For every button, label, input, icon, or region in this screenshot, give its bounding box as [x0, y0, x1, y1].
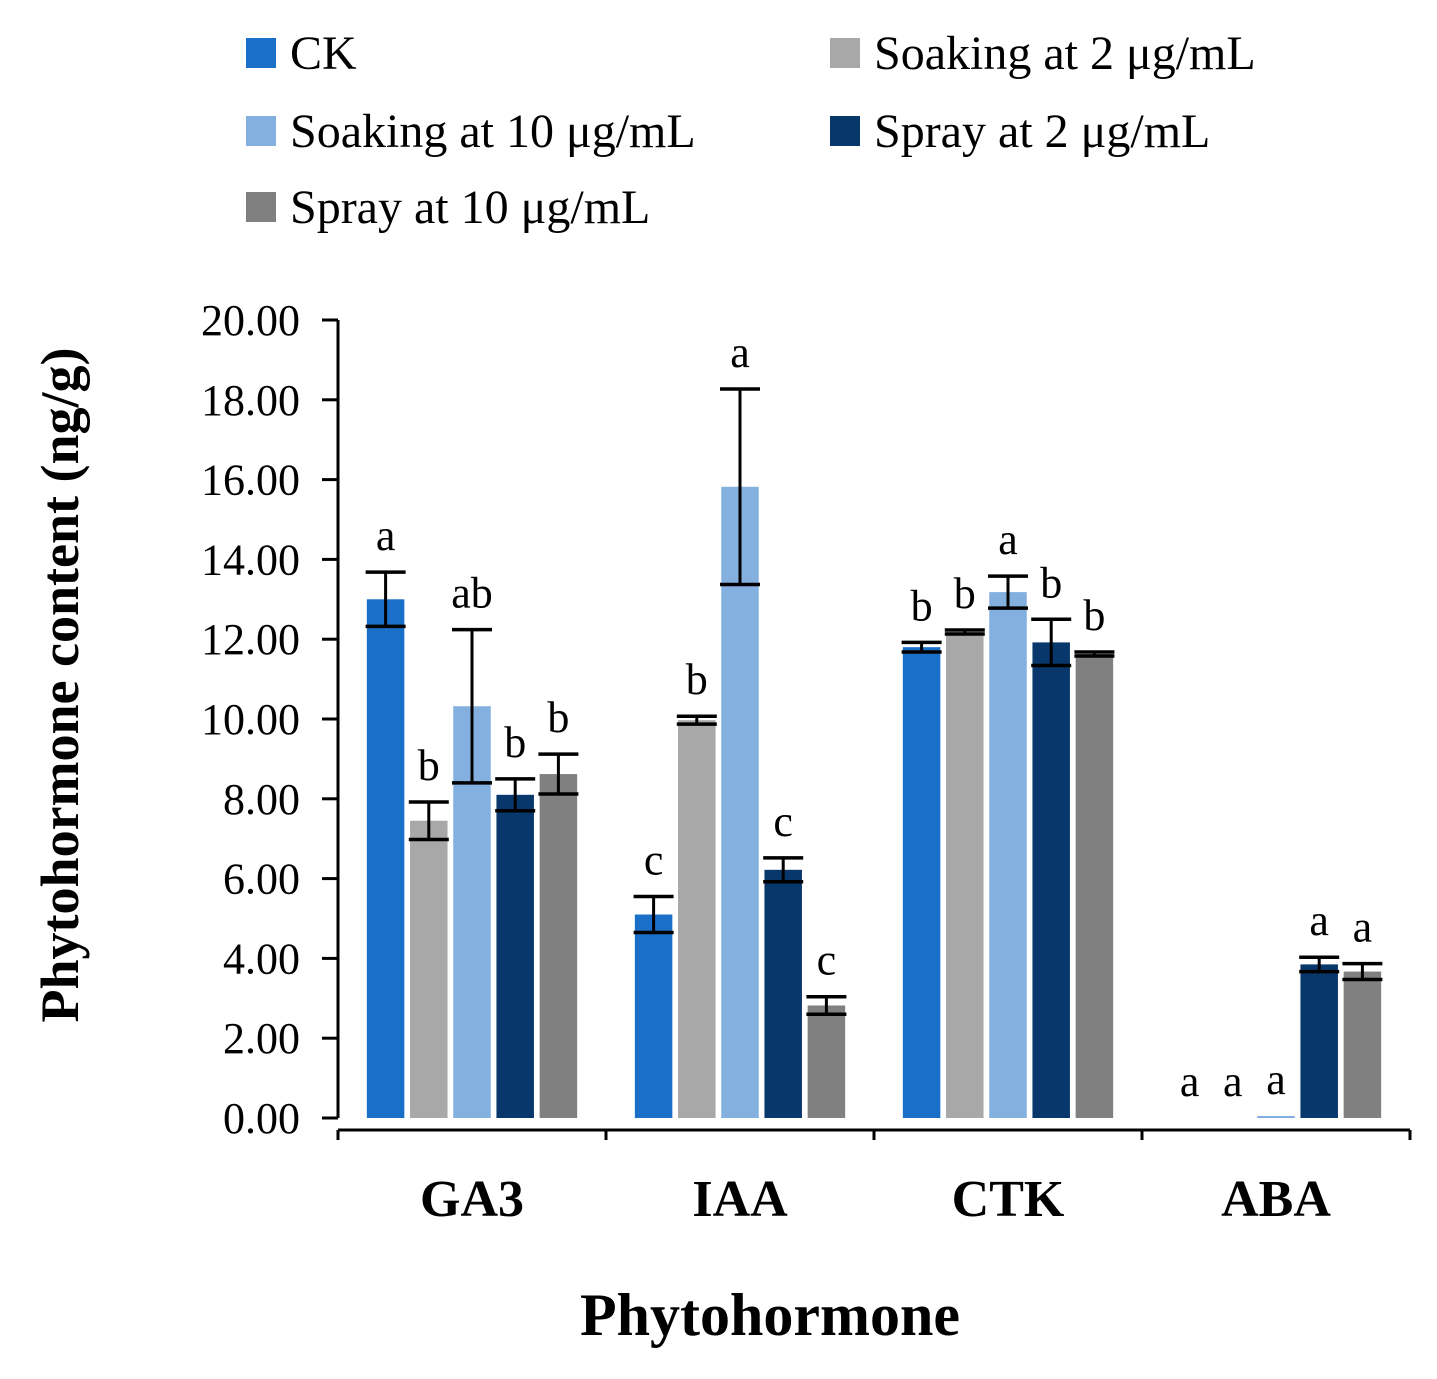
- significance-letter-iaa-series-5: c: [817, 936, 837, 985]
- y-axis-title: Phytohormone content (ng/g): [30, 348, 90, 1023]
- significance-letter-ga3-series-5: b: [547, 693, 569, 742]
- legend: CK Soaking at 2 μg/mL Soaking at 10 μg/mL S…: [246, 27, 1256, 234]
- significance-letter-aba-series-5: a: [1353, 903, 1373, 952]
- y-tick-label: 2.00: [223, 1014, 300, 1063]
- x-tick-label-iaa: IAA: [692, 1171, 788, 1228]
- legend-swatch-series-2: [830, 38, 860, 68]
- legend-swatch-series-1: [246, 38, 276, 68]
- bar-ctk-series-1: [902, 647, 941, 1118]
- significance-letter-iaa-series-4: c: [773, 797, 793, 846]
- y-tick-label: 14.00: [201, 535, 300, 584]
- significance-letter-ga3-series-1: a: [376, 511, 396, 560]
- legend-swatch-series-4: [830, 116, 860, 146]
- x-tick-label-aba: ABA: [1221, 1171, 1331, 1228]
- significance-letter-iaa-series-3: a: [730, 328, 750, 377]
- y-tick-label: 20.00: [201, 296, 300, 345]
- bar-ctk-series-4: [1032, 642, 1070, 1118]
- x-tick-label-ctk: CTK: [952, 1171, 1065, 1228]
- significance-letter-aba-series-4: a: [1309, 896, 1329, 945]
- significance-letter-ctk-series-5: b: [1083, 591, 1105, 640]
- bar-iaa-series-5: [807, 1005, 846, 1118]
- bar-ctk-series-3: [989, 592, 1027, 1118]
- legend-label-series-3: Soaking at 10 μg/mL: [290, 105, 696, 158]
- y-tick-label: 10.00: [201, 695, 300, 744]
- significance-letter-aba-series-2: a: [1223, 1057, 1243, 1106]
- y-tick-label: 8.00: [223, 775, 300, 824]
- bar-ga3-series-2: [410, 820, 448, 1118]
- bar-ctk-series-2: [946, 632, 984, 1118]
- significance-letter-aba-series-1: a: [1180, 1057, 1200, 1106]
- bar-ga3-series-1: [366, 599, 405, 1118]
- significance-letter-ctk-series-3: a: [998, 515, 1018, 564]
- x-axis-title: Phytohormone: [580, 1282, 960, 1348]
- significance-letter-aba-series-3: a: [1266, 1055, 1286, 1104]
- y-tick-label: 16.00: [201, 456, 300, 505]
- significance-letter-ctk-series-1: b: [911, 581, 933, 630]
- bar-iaa-series-3: [721, 486, 759, 1119]
- bar-aba-series-4: [1300, 964, 1338, 1118]
- bar-iaa-series-4: [764, 869, 802, 1118]
- y-tick-label: 4.00: [223, 934, 300, 983]
- legend-swatch-series-3: [246, 116, 276, 146]
- legend-label-series-2: Soaking at 2 μg/mL: [874, 27, 1256, 80]
- significance-letter-ga3-series-4: b: [504, 718, 526, 767]
- significance-letter-ga3-series-2: b: [418, 741, 440, 790]
- y-tick-label: 6.00: [223, 855, 300, 904]
- bar-iaa-series-1: [634, 914, 673, 1118]
- bar-aba-series-3: [1257, 1116, 1295, 1118]
- y-tick-label: 0.00: [223, 1094, 300, 1143]
- bar-aba-series-5: [1343, 971, 1382, 1118]
- legend-label-series-4: Spray at 2 μg/mL: [874, 105, 1210, 158]
- bar-ga3-series-4: [496, 794, 534, 1118]
- y-tick-label: 12.00: [201, 615, 300, 664]
- bar-iaa-series-2: [678, 720, 716, 1118]
- significance-letter-iaa-series-2: b: [686, 655, 708, 704]
- legend-swatch-series-5: [246, 192, 276, 222]
- significance-letter-ctk-series-4: b: [1040, 558, 1062, 607]
- bar-ga3-series-5: [539, 774, 578, 1118]
- axes: 0.00 2.00 4.00 6.00 8.00 10.00 12.00 14.00 16.00…: [201, 296, 1412, 1228]
- x-tick-label-ga3: GA3: [420, 1171, 524, 1228]
- legend-label-series-1: CK: [290, 27, 357, 80]
- significance-letter-ctk-series-2: b: [954, 569, 976, 618]
- significance-letter-ga3-series-3: ab: [451, 569, 493, 618]
- bar-ctk-series-5: [1075, 653, 1114, 1118]
- significance-letter-iaa-series-1: c: [644, 836, 664, 885]
- y-tick-label: 18.00: [201, 376, 300, 425]
- legend-label-series-5: Spray at 10 μg/mL: [290, 181, 650, 234]
